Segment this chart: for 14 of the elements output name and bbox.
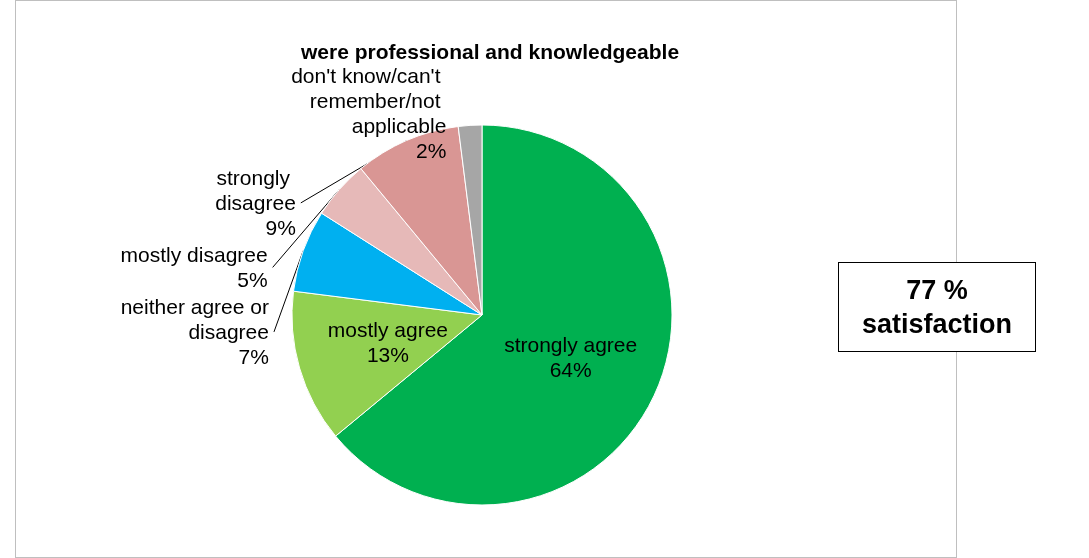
slice-label: mostly disagree: [120, 243, 268, 267]
data-label: 7%: [238, 345, 269, 369]
chart-title: were professional and knowledgeable: [299, 40, 680, 63]
slice-label: strongly agree: [504, 332, 638, 356]
slice-label: don't know/can't remember/not applicable: [291, 64, 447, 138]
data-label: 9%: [265, 216, 296, 240]
data-label: 2%: [415, 139, 447, 163]
text: 77 % satisfaction: [838, 262, 1036, 352]
data-label: 64%: [549, 357, 592, 381]
slice-label: neither agree or disagree: [120, 295, 269, 344]
slice-label: mostly agree: [327, 318, 448, 342]
data-label: 13%: [366, 343, 409, 367]
data-label: 5%: [237, 268, 268, 292]
slice-label: strongly disagree: [215, 166, 296, 215]
